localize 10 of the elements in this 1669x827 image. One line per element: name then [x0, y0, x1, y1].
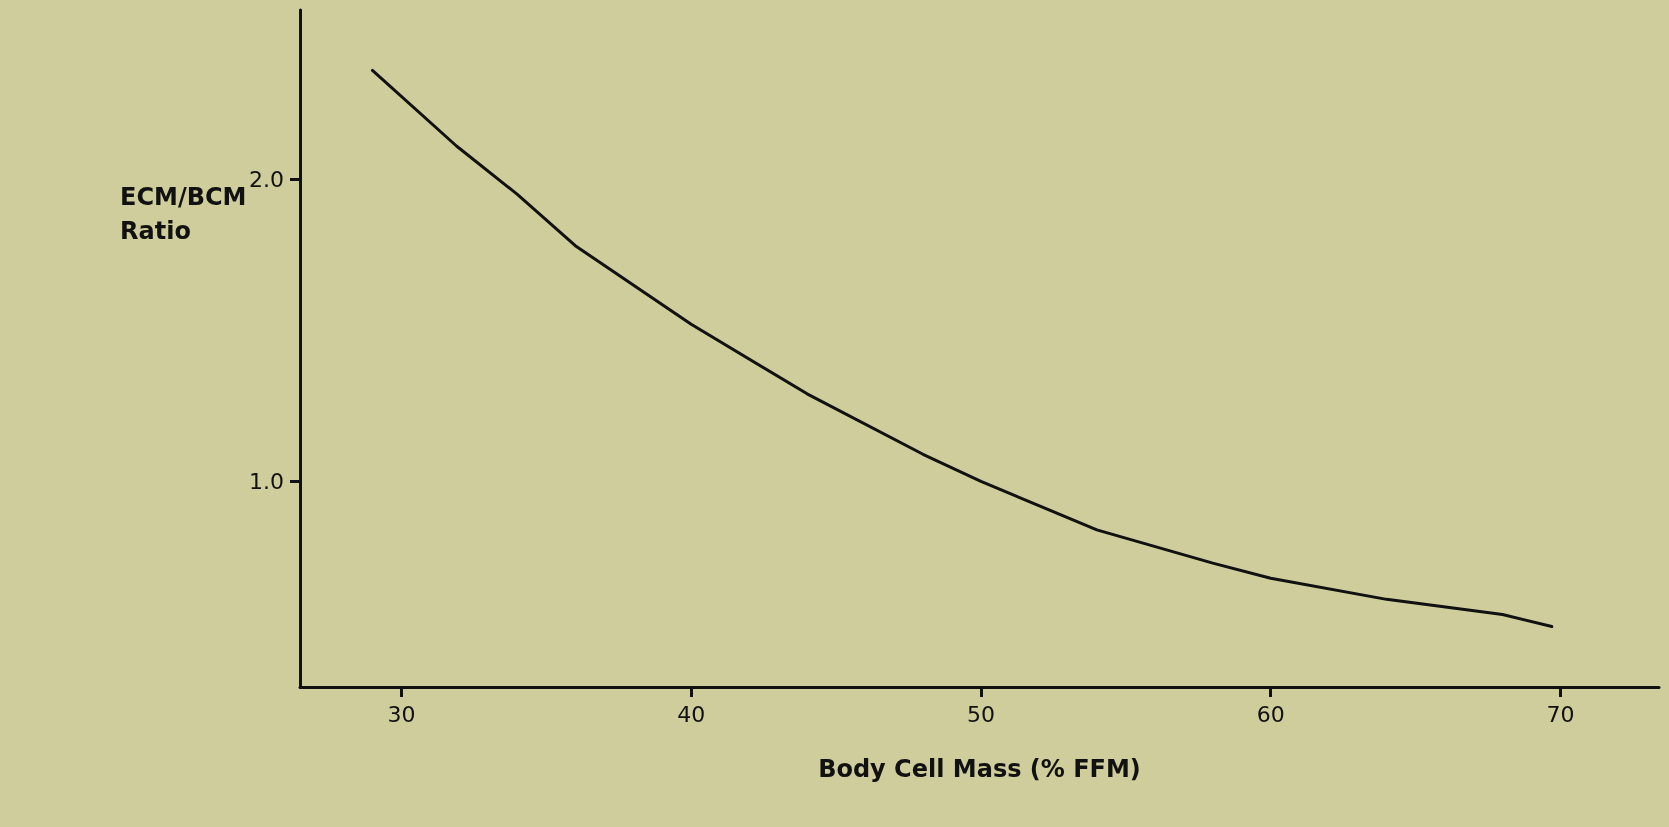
x-tick-label: 60 [1256, 701, 1285, 727]
line-series [370, 68, 1554, 629]
x-tick-label: 40 [677, 701, 706, 727]
x-tick-label: 50 [966, 701, 995, 727]
x-tick-label: 70 [1546, 701, 1575, 727]
y-axis-title: ECM/BCM Ratio [120, 183, 247, 245]
y-tick-label: 1.0 [249, 468, 284, 494]
x-axis-title: Body Cell Mass (% FFM) [818, 755, 1141, 783]
x-tick-label: 30 [387, 701, 416, 727]
y-tick-label: 2.0 [249, 166, 284, 192]
